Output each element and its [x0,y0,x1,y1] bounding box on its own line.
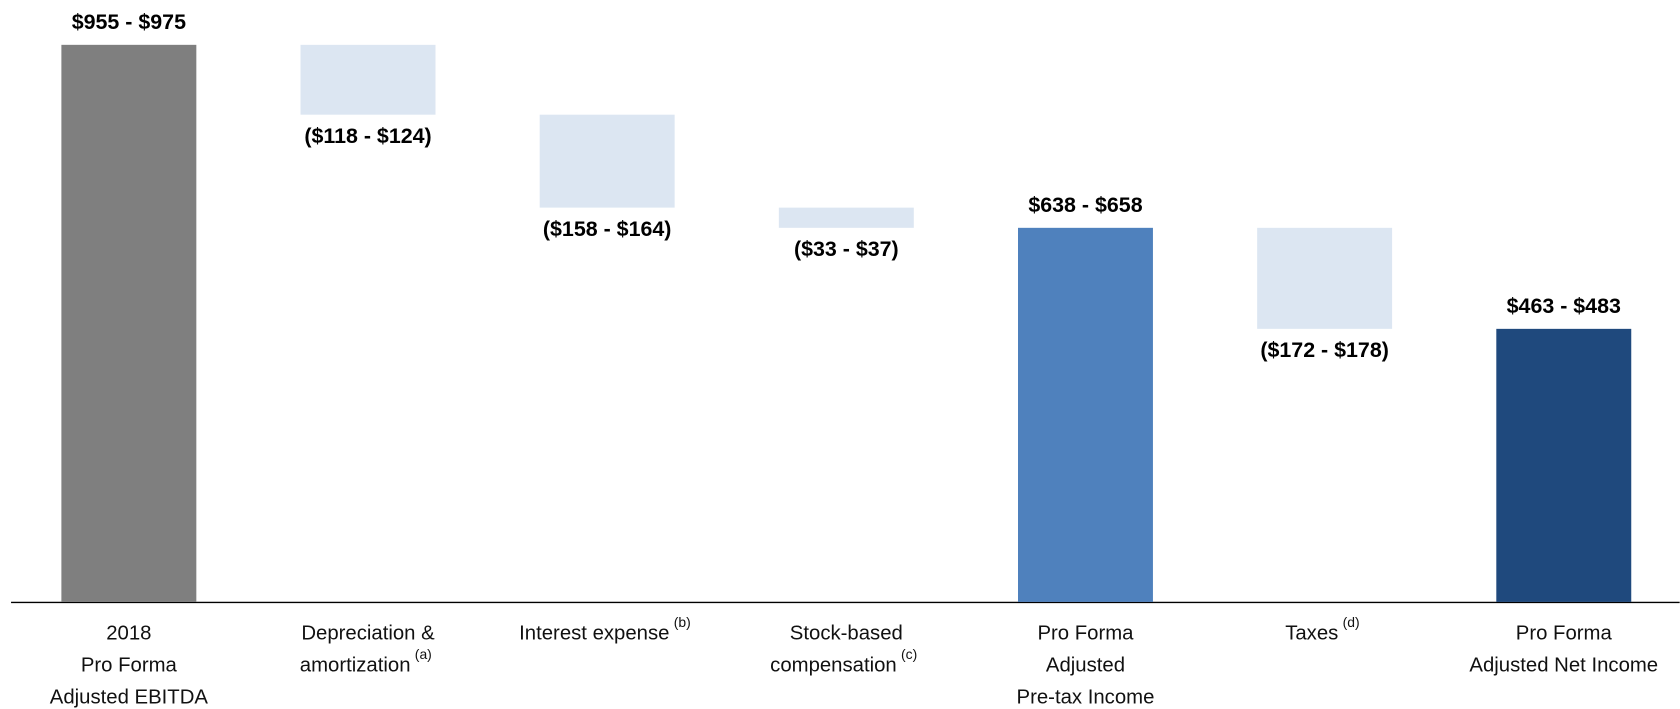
bar [300,44,436,115]
category-label: compensation [770,655,897,677]
value-label: $955 - $975 [72,10,186,34]
category-label: Interest expense [519,622,669,644]
category-label: Pro Forma [81,655,178,677]
value-label: ($33 - $37) [794,237,899,261]
bar [539,114,675,208]
footnote-marker: (d) [1343,614,1360,630]
category-label: Adjusted EBITDA [50,687,209,709]
category-label: amortization [300,655,411,677]
category-label: 2018 [106,622,151,644]
category-label: Stock-based [790,622,903,644]
value-label: ($172 - $178) [1260,338,1389,362]
value-label: $463 - $483 [1507,294,1621,318]
bar [1257,227,1393,329]
category-label: Adjusted [1046,655,1125,677]
footnote-marker: (b) [674,614,691,630]
footnote-marker: (a) [415,646,432,662]
bar [778,207,914,228]
bar [61,44,197,602]
category-label: Depreciation & [301,622,435,644]
footnote-marker: (c) [901,646,917,662]
bar [1496,328,1632,602]
value-label: ($118 - $124) [304,124,431,148]
value-label: ($158 - $164) [543,217,672,241]
category-label: Pro Forma [1516,622,1613,644]
bar [1017,227,1153,602]
category-label: Taxes [1285,622,1338,644]
value-label: $638 - $658 [1028,193,1142,217]
category-label: Pro Forma [1037,622,1134,644]
category-label: Adjusted Net Income [1469,655,1658,677]
category-label: Pre-tax Income [1017,687,1155,709]
